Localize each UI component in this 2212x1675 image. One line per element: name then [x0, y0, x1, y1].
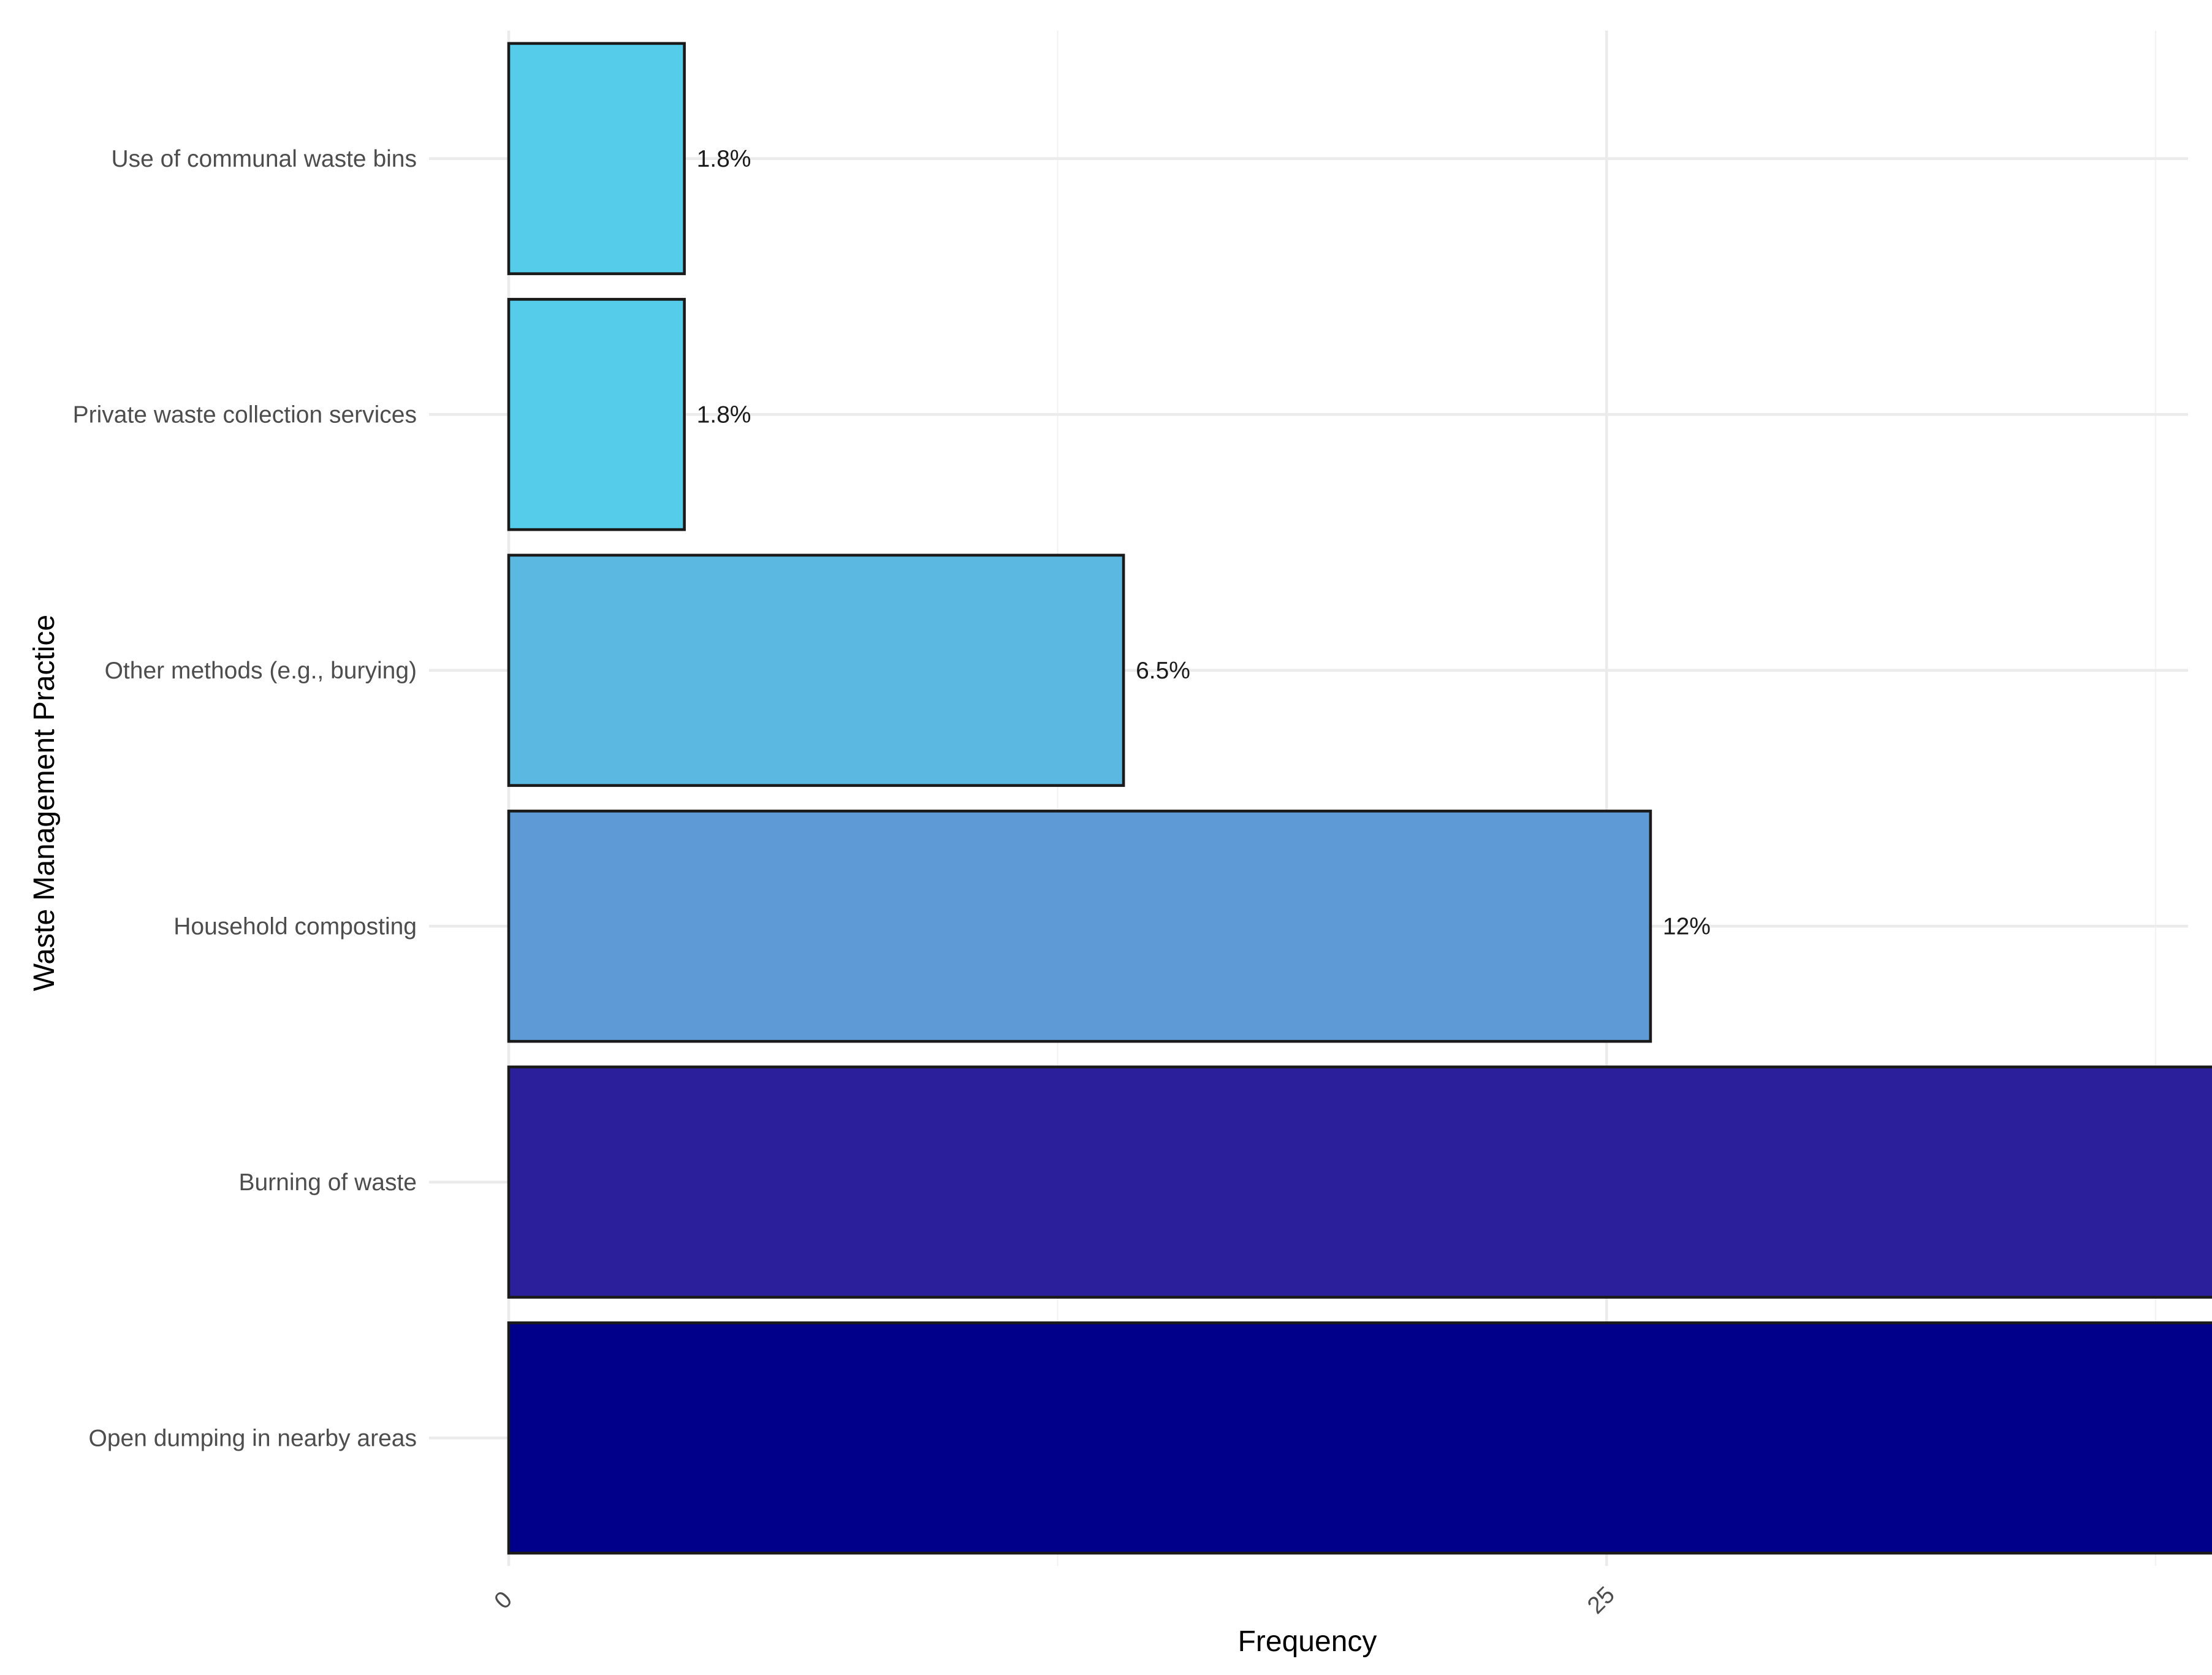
data-label: 6.5% [1136, 658, 1190, 684]
bar [507, 298, 686, 531]
bar [507, 1321, 2212, 1555]
x-axis-title: Frequency [1238, 1625, 1377, 1658]
bars [507, 42, 2212, 1555]
bar [507, 553, 1125, 787]
labels: Open dumping in nearby areas41.9%Burning… [73, 146, 1711, 1619]
y-axis-title: Waste Management Practice [28, 615, 61, 991]
bar [507, 1065, 2212, 1299]
x-tick-label: 0 [489, 1586, 517, 1614]
y-tick-label: Household composting [173, 913, 417, 940]
bar [507, 42, 686, 275]
bar [507, 810, 1652, 1043]
data-label: 12% [1663, 913, 1711, 940]
data-label: 1.8% [697, 146, 751, 172]
y-tick-label: Other methods (e.g., burying) [105, 658, 417, 684]
y-tick-label: Open dumping in nearby areas [88, 1425, 417, 1451]
y-tick-label: Burning of waste [238, 1169, 417, 1196]
x-tick-label: 25 [1583, 1582, 1620, 1619]
y-tick-label: Use of communal waste bins [111, 146, 417, 172]
y-tick-label: Private waste collection services [73, 401, 417, 428]
data-label: 1.8% [697, 401, 751, 428]
